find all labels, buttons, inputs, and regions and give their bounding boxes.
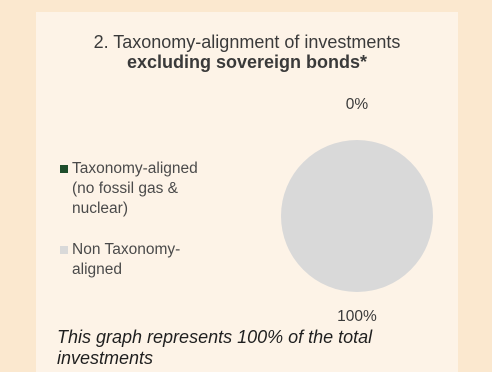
pie-data-label: 100% <box>337 308 377 325</box>
chart-title-line1: 2. Taxonomy-alignment of investments <box>93 32 401 52</box>
legend-label-line: aligned <box>72 261 122 278</box>
footnote-line1: This graph represents 100% of the total <box>57 327 373 347</box>
pie-slice-non-taxonomy-aligned <box>281 140 433 292</box>
chart-footnote: This graph represents 100% of the total … <box>57 327 452 369</box>
legend-label-line: (no fossil gas & <box>72 180 178 197</box>
legend-item-taxonomy-aligned: Taxonomy-aligned (no fossil gas & nuclea… <box>60 159 260 219</box>
legend-swatch-taxonomy-aligned <box>60 165 68 173</box>
legend-label-line: Non Taxonomy- <box>72 241 181 258</box>
pie-chart: 0% 100% <box>281 96 433 325</box>
legend-label-line: Taxonomy-aligned <box>72 160 198 177</box>
pie-data-label: 0% <box>346 96 369 113</box>
chart-title-line2: excluding sovereign bonds* <box>126 52 368 72</box>
legend-swatch-non-taxonomy-aligned <box>60 246 68 254</box>
footnote-line2: investments <box>57 348 154 368</box>
chart-title: 2. Taxonomy-alignment of investments exc… <box>36 32 458 72</box>
legend-item-non-taxonomy-aligned: Non Taxonomy- aligned <box>60 240 260 280</box>
chart-legend: Taxonomy-aligned (no fossil gas & nuclea… <box>60 159 260 280</box>
legend-label-line: nuclear) <box>72 200 128 217</box>
chart-panel: 2. Taxonomy-alignment of investments exc… <box>36 12 458 372</box>
